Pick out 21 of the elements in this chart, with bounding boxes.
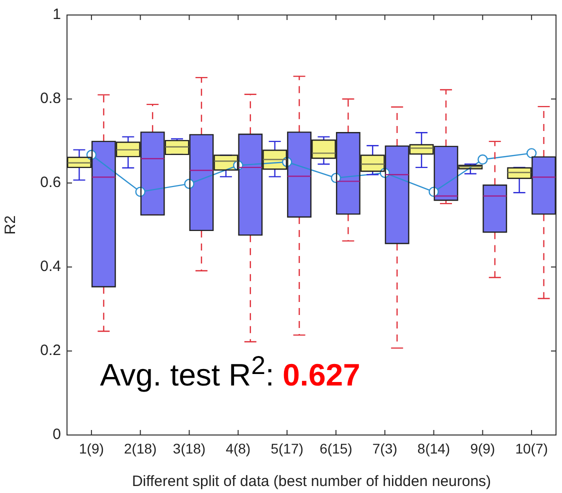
x-tick-label: 8(14) <box>417 440 450 456</box>
x-tick-label: 6(15) <box>320 440 352 456</box>
x-tick-label: 10(7) <box>515 440 548 456</box>
y-tick-label: 0.8 <box>40 90 61 108</box>
annotation: Avg. test R$^{2}$: 0.627 <box>100 352 360 394</box>
y-tick-label: 1 <box>52 6 61 24</box>
x-tick-label: 2(18) <box>124 440 157 456</box>
y-axis-title: R2 <box>2 215 20 235</box>
y-tick-label: 0.4 <box>40 258 61 276</box>
point <box>478 154 488 165</box>
x-tick-label: 1(9) <box>78 440 104 456</box>
x-tick-label: 7(3) <box>372 440 398 456</box>
y-tick-label: 0 <box>52 426 61 444</box>
x-tick-label: 9(9) <box>470 440 496 456</box>
x-axis-title: Different split of data (best number of hidden neurons) <box>132 473 492 490</box>
x-tick-label: 3(18) <box>172 440 206 456</box>
point <box>526 148 537 158</box>
x-tick-label: 5(17) <box>270 440 304 456</box>
y-tick-label: 0.2 <box>40 342 61 360</box>
y-tick-label: 0.6 <box>40 174 61 192</box>
x-tick-label: 4(8) <box>226 440 251 456</box>
